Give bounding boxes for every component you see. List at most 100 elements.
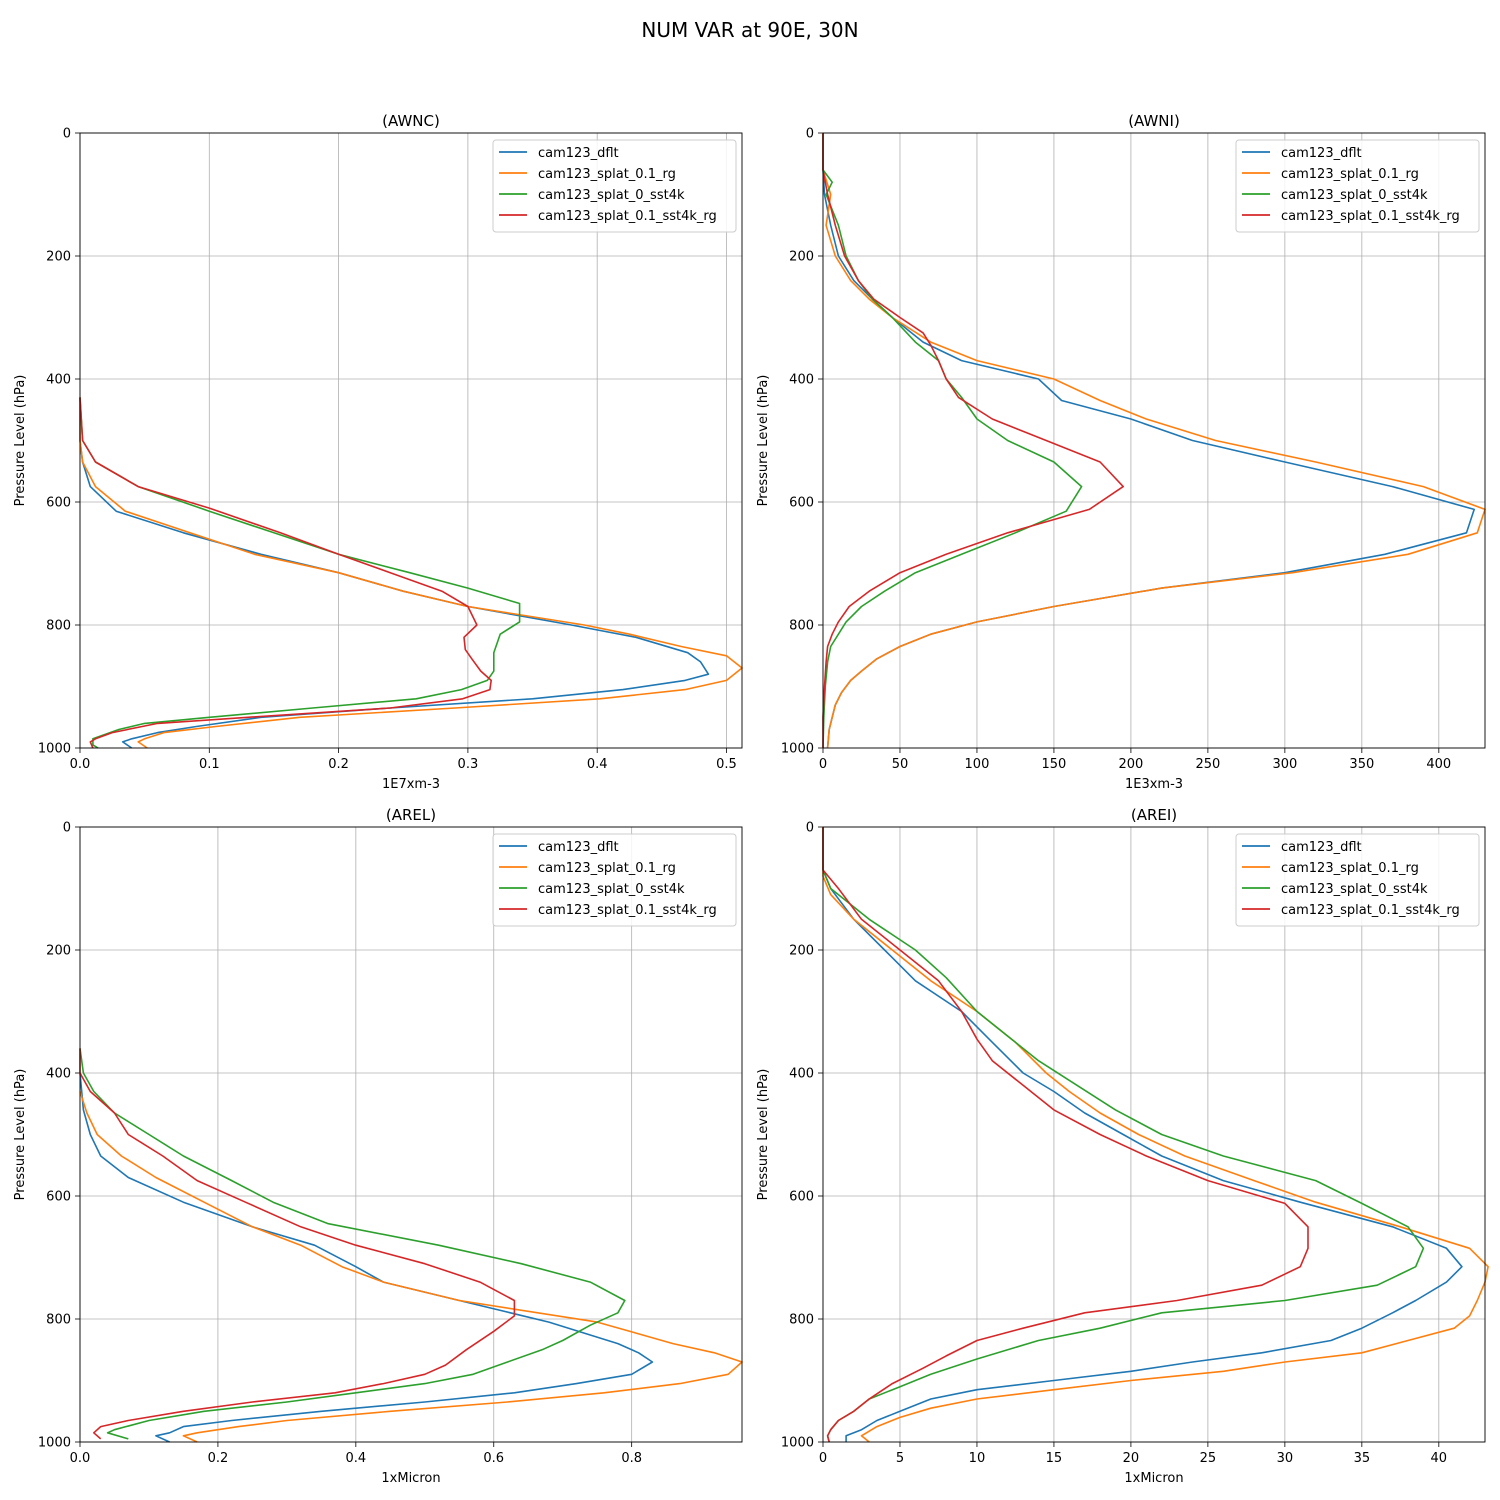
plot-area — [823, 133, 1485, 748]
x-tick-label: 0.0 — [70, 757, 91, 772]
y-tick-label: 0 — [63, 127, 71, 142]
y-tick-label: 400 — [789, 373, 814, 388]
legend-box — [1235, 139, 1480, 233]
y-tick-label: 800 — [789, 619, 814, 634]
x-tick-label: 0.2 — [208, 1451, 229, 1466]
legend-box — [492, 833, 737, 927]
chart-panel-1: 0.0 0.1 0.2 0.3 0.4 0.5 0 200 400 600 800 1000 (AWNC… — [13, 112, 743, 792]
legend: cam123_dflt cam123_splat_0.1_rg cam123_spl… — [492, 139, 737, 233]
x-tick-label: 0.3 — [458, 757, 479, 772]
chart-title: (AREI) — [1131, 806, 1177, 824]
series-line-cam123_dflt — [79, 1072, 654, 1443]
x-tick-label: 5 — [896, 1451, 904, 1466]
x-tick-label: 40 — [1431, 1451, 1448, 1466]
y-tick-label: 600 — [46, 496, 71, 511]
x-tick-label: 0.8 — [621, 1451, 642, 1466]
chart-title: (AWNC) — [382, 112, 440, 130]
legend-label: cam123_dflt — [1281, 840, 1362, 855]
y-tick-label: 200 — [789, 250, 814, 265]
y-tick-label: 800 — [46, 619, 71, 634]
x-tick-label: 300 — [1272, 757, 1297, 772]
x-tick-label: 35 — [1354, 1451, 1371, 1466]
legend-label: cam123_splat_0.1_sst4k_rg — [1281, 903, 1460, 918]
panels: 0.0 0.1 0.2 0.3 0.4 0.502004006008001000(AWNC… — [13, 112, 1489, 1486]
x-tick-label: 25 — [1200, 1451, 1217, 1466]
series-line-cam123_splat_0.1_rg — [79, 1091, 743, 1443]
y-axis-label: Pressure Level (hPa) — [13, 375, 28, 507]
y-tick-label: 400 — [46, 1067, 71, 1082]
plot-area — [823, 827, 1485, 1442]
series-line-cam123_splat_0.1_sst4k_rg — [79, 397, 493, 749]
x-axis-label: 1E3xm-3 — [1125, 777, 1183, 792]
plot-frame — [79, 132, 743, 749]
x-tick-label: 350 — [1349, 757, 1374, 772]
legend-label: cam123_splat_0.1_sst4k_rg — [538, 209, 717, 224]
legend-label: cam123_splat_0_sst4k — [538, 188, 685, 203]
y-tick-label: 1000 — [781, 742, 814, 757]
y-tick-label: 200 — [46, 250, 71, 265]
x-tick-label: 0.1 — [199, 757, 220, 772]
legend-label: cam123_splat_0_sst4k — [1281, 188, 1428, 203]
series-line-cam123_splat_0_sst4k — [822, 827, 1425, 1443]
x-tick-label: 0.4 — [345, 1451, 366, 1466]
x-tick-label: 20 — [1123, 1451, 1140, 1466]
y-tick-label: 600 — [789, 496, 814, 511]
x-tick-label: 250 — [1195, 757, 1220, 772]
x-axis-label: 1E7xm-3 — [382, 777, 440, 792]
series-line-cam123_splat_0_sst4k — [79, 397, 521, 749]
x-tick-label: 200 — [1118, 757, 1143, 772]
y-tick-label: 0 — [806, 127, 814, 142]
y-tick-label: 0 — [63, 821, 71, 836]
legend-box — [492, 139, 737, 233]
legend-label: cam123_splat_0_sst4k — [1281, 882, 1428, 897]
x-tick-label: 10 — [969, 1451, 986, 1466]
series-line-cam123_splat_0_sst4k — [822, 133, 1083, 749]
y-tick-label: 200 — [46, 944, 71, 959]
plot-frame — [822, 132, 1486, 749]
figure-title: NUM VAR at 90E, 30N — [641, 18, 858, 42]
series-line-cam123_splat_0.1_sst4k_rg — [79, 1048, 516, 1440]
legend-box — [1235, 833, 1480, 927]
legend-label: cam123_dflt — [538, 840, 619, 855]
series-line-cam123_splat_0.1_sst4k_rg — [822, 827, 1309, 1443]
y-tick-label: 600 — [46, 1190, 71, 1205]
x-tick-label: 0.4 — [587, 757, 608, 772]
legend-label: cam123_splat_0.1_sst4k_rg — [538, 903, 717, 918]
chart-panel-3: 0.0 0.2 0.4 0.6 0.8 0 200 400 600 800 1000 (AREL) 1x… — [13, 806, 743, 1486]
legend-label: cam123_splat_0_sst4k — [538, 882, 685, 897]
legend-label: cam123_splat_0.1_sst4k_rg — [1281, 209, 1460, 224]
chart-panel-4: 0 5 10 15 20 25 30 35 4002004006008001000(AREI)1… — [756, 806, 1489, 1486]
series-line-cam123_splat_0.1_rg — [79, 397, 743, 749]
x-tick-label: 30 — [1277, 1451, 1294, 1466]
series-line-cam123_splat_0.1_sst4k_rg — [822, 133, 1124, 748]
y-tick-label: 1000 — [781, 1436, 814, 1451]
series-line-cam123_dflt — [79, 397, 710, 749]
legend-label: cam123_splat_0.1_rg — [538, 167, 676, 182]
y-tick-label: 400 — [789, 1067, 814, 1082]
y-tick-label: 800 — [789, 1313, 814, 1328]
plot-frame — [822, 826, 1486, 1443]
y-axis-label: Pressure Level (hPa) — [756, 1069, 771, 1201]
legend: cam123_dflt cam123_splat_0.1_rg cam123_spl… — [492, 833, 737, 927]
y-tick-label: 1000 — [38, 1436, 71, 1451]
x-axis-label: 1xMicron — [1124, 1471, 1183, 1486]
x-tick-label: 0.2 — [328, 757, 349, 772]
series-line-cam123_splat_0.1_rg — [822, 827, 1489, 1443]
x-tick-label: 0.5 — [716, 757, 737, 772]
x-tick-label: 0 — [819, 1451, 827, 1466]
legend-label: cam123_splat_0.1_rg — [538, 861, 676, 876]
y-tick-label: 400 — [46, 373, 71, 388]
y-tick-label: 0 — [806, 821, 814, 836]
x-tick-label: 400 — [1426, 757, 1451, 772]
y-axis-label: Pressure Level (hPa) — [756, 375, 771, 507]
x-tick-label: 0.0 — [70, 1451, 91, 1466]
series-line-cam123_dflt — [822, 827, 1463, 1442]
x-axis-label: 1xMicron — [381, 1471, 440, 1486]
y-tick-label: 1000 — [38, 742, 71, 757]
x-tick-label: 150 — [1042, 757, 1067, 772]
y-tick-label: 600 — [789, 1190, 814, 1205]
legend: cam123_dflt cam123_splat_0.1_rg cam123_spl… — [1235, 833, 1480, 927]
series-line-cam123_splat_0_sst4k — [79, 1048, 626, 1440]
plot-area — [80, 133, 742, 748]
